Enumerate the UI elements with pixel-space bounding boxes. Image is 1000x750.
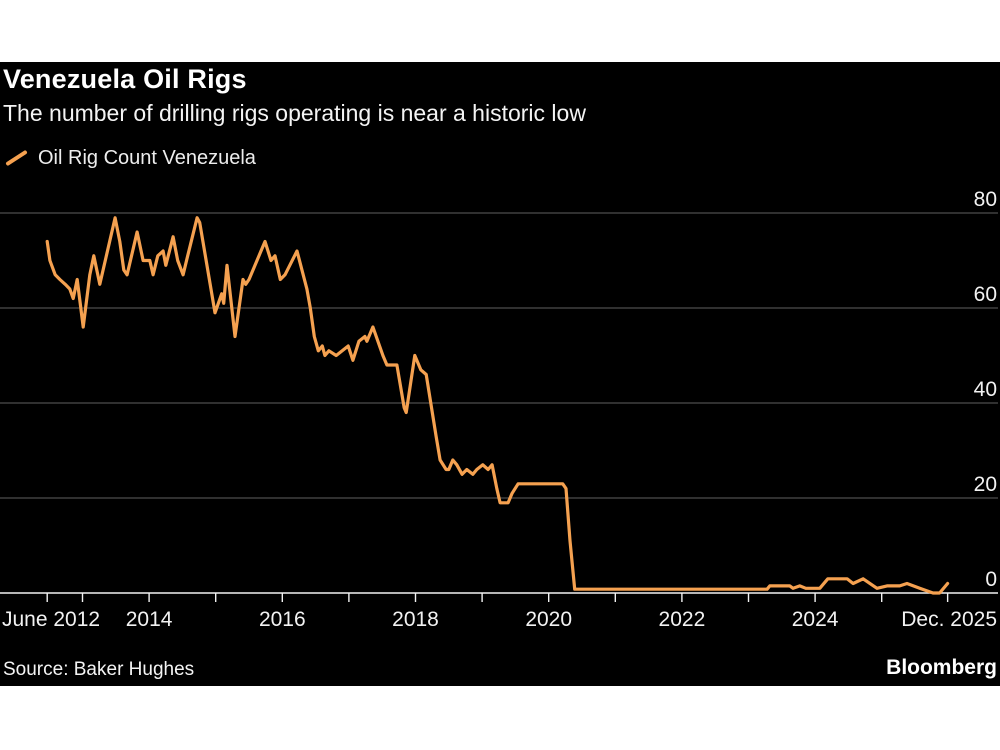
source-credit: Source: Baker Hughes [3, 659, 195, 680]
page-subtitle: The number of drilling rigs operating is… [3, 100, 586, 126]
bloomberg-logo: Bloomberg [886, 656, 997, 679]
x-tick-label: June 2012 [2, 608, 100, 631]
x-tick-label: 2016 [259, 608, 306, 631]
x-tick-label: 2018 [392, 608, 439, 631]
page-title: Venezuela Oil Rigs [3, 64, 247, 94]
y-tick-label-0: 0 [985, 568, 997, 591]
x-tick-label: 2022 [659, 608, 706, 631]
y-tick-label-80: 80 [974, 188, 997, 211]
y-tick-label-20: 20 [974, 473, 997, 496]
y-tick-label-60: 60 [974, 283, 997, 306]
orange-slash-icon [6, 150, 27, 166]
x-tick-label: 2024 [792, 608, 839, 631]
legend: Oil Rig Count Venezuela [5, 146, 256, 170]
x-tick-label: 2014 [126, 608, 173, 631]
legend-label: Oil Rig Count Venezuela [38, 146, 256, 169]
x-tick-label: Dec. 2025 [901, 608, 997, 631]
y-tick-label-40: 40 [974, 378, 997, 401]
x-tick-label: 2020 [525, 608, 572, 631]
rig-count-line [45, 216, 950, 595]
chart-black-panel [0, 62, 1000, 686]
